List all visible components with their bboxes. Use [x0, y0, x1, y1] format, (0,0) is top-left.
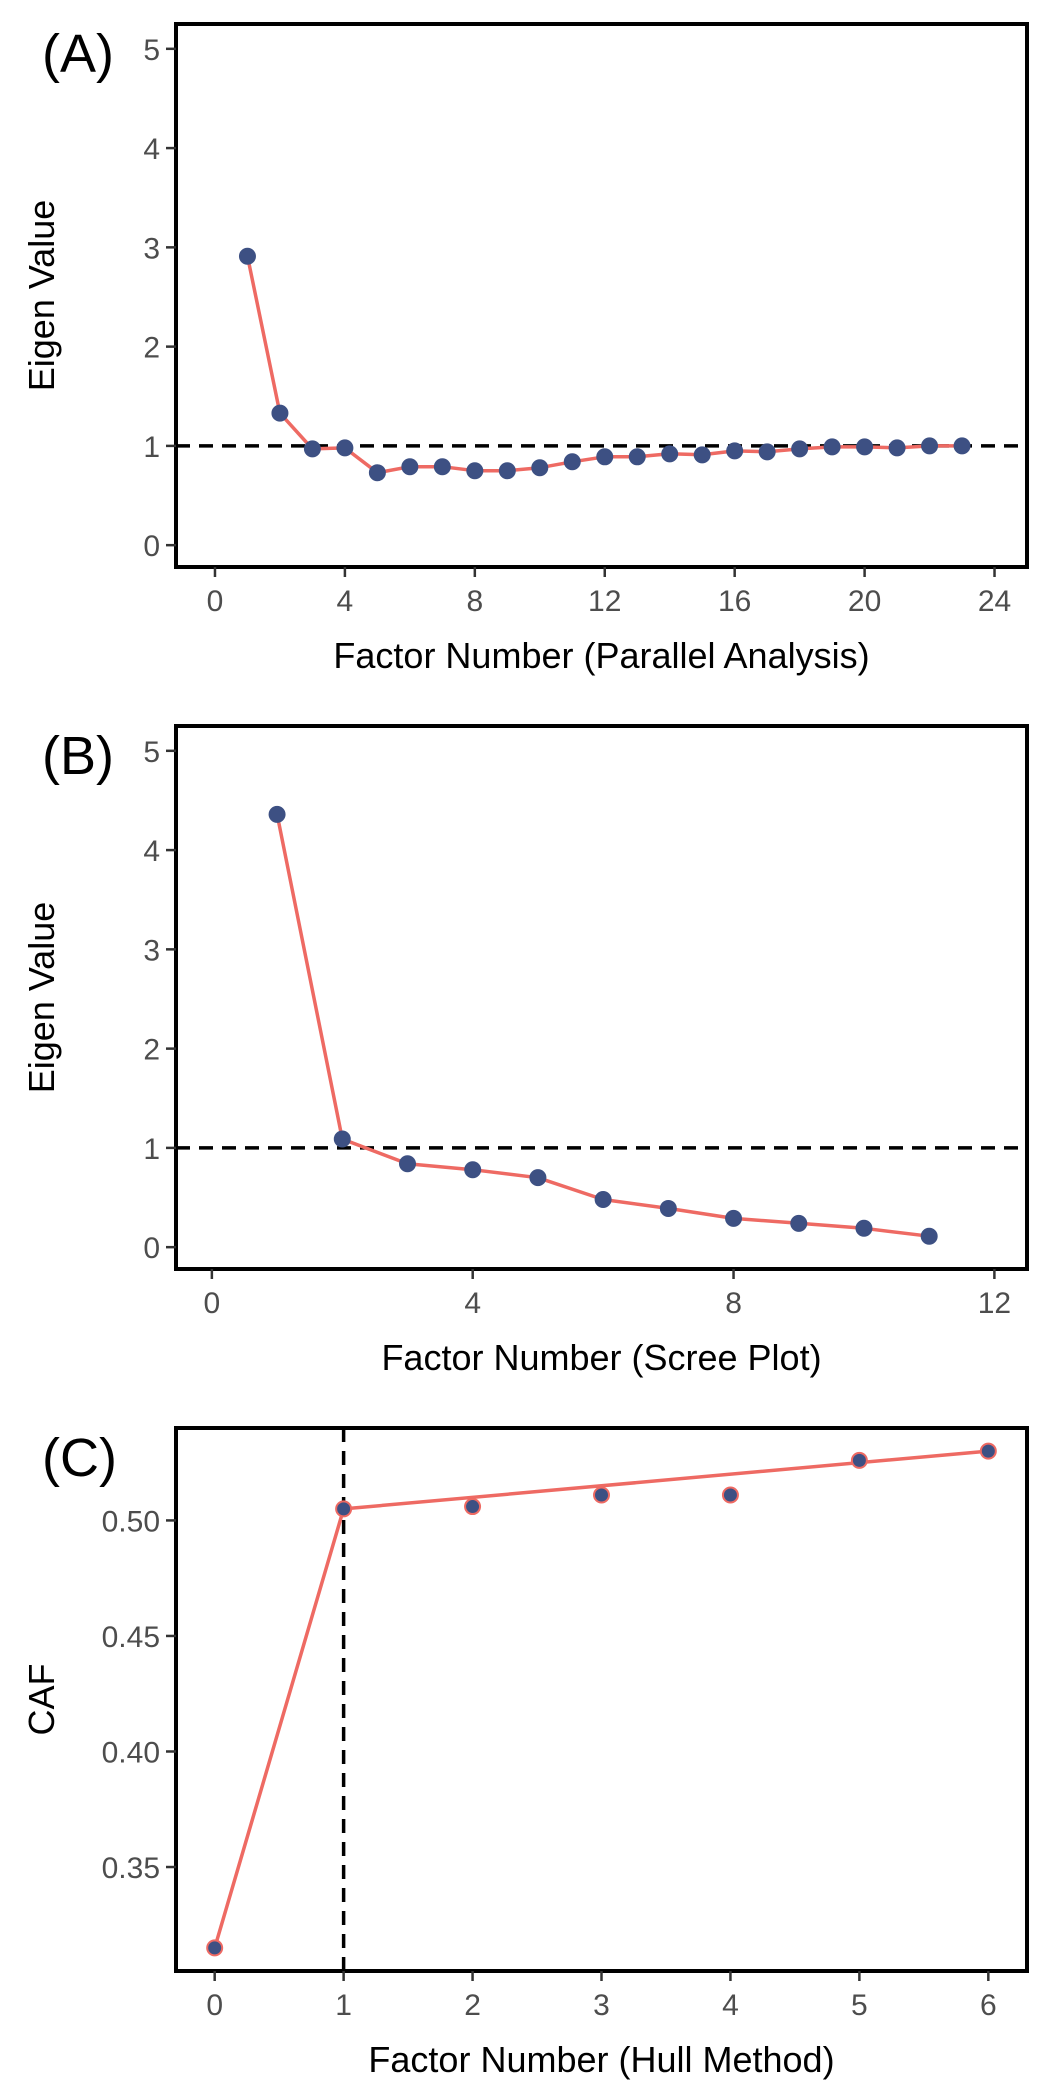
- panel-c: 0.35 0.40 0.45 0.50 0 1 2 3 4 5 6 Factor Number (Hu…: [21, 1426, 1029, 2080]
- y-axis-title: Eigen Value: [21, 200, 62, 391]
- data-point: [888, 439, 906, 457]
- data-point: [529, 1169, 547, 1187]
- x-tick-label: 3: [593, 1989, 610, 2022]
- data-point: [596, 448, 614, 466]
- panel-label: (B): [42, 726, 114, 786]
- data-point: [823, 438, 841, 456]
- y-tick-label: 4: [143, 133, 160, 166]
- data-point: [758, 443, 776, 461]
- data-point: [659, 1199, 677, 1217]
- data-point: [333, 1130, 351, 1148]
- data-point: [206, 1939, 224, 1957]
- panel-label: (A): [42, 24, 114, 84]
- data-point: [593, 1486, 610, 1504]
- x-tick-label: 2: [464, 1989, 481, 2022]
- data-point: [856, 438, 874, 456]
- data-point: [335, 1500, 353, 1518]
- data-point: [464, 1161, 482, 1179]
- data-point: [920, 1227, 938, 1245]
- data-point: [563, 453, 581, 471]
- y-tick-label: 4: [143, 835, 160, 868]
- y-tick-label: 0.35: [102, 1852, 160, 1885]
- plot-frame: [174, 724, 1029, 1271]
- data-point: [721, 1486, 739, 1504]
- data-point: [790, 1214, 808, 1232]
- data-point: [271, 404, 289, 422]
- data-point: [398, 1155, 416, 1173]
- x-tick-label: 8: [466, 585, 483, 618]
- data-point: [433, 458, 451, 476]
- data-point: [594, 1191, 612, 1209]
- data-point: [368, 464, 386, 482]
- y-tick-label: 0: [143, 530, 160, 563]
- data-point: [336, 439, 354, 457]
- x-axis-title: Factor Number (Scree Plot): [381, 1337, 821, 1378]
- y-tick-label: 2: [143, 1034, 160, 1067]
- y-tick-label: 3: [143, 934, 160, 967]
- series-line: [245, 255, 962, 475]
- x-axis-title: Factor Number (Parallel Analysis): [333, 635, 869, 676]
- data-point: [303, 440, 321, 458]
- data-point: [401, 458, 419, 476]
- y-tick-label: 1: [143, 431, 160, 464]
- data-point: [726, 442, 744, 460]
- data-point: [921, 437, 939, 455]
- data-point: [979, 1442, 997, 1460]
- y-tick-label: 0.45: [102, 1621, 160, 1654]
- panel-label: (C): [42, 1428, 117, 1488]
- y-tick-label: 0.50: [102, 1505, 160, 1538]
- data-point: [531, 459, 549, 477]
- x-tick-label: 4: [464, 1287, 481, 1320]
- x-tick-label: 0: [207, 585, 224, 618]
- y-tick-label: 3: [143, 232, 160, 265]
- data-point: [725, 1209, 743, 1227]
- data-point: [238, 247, 256, 265]
- data-point: [693, 446, 711, 464]
- x-tick-label: 6: [980, 1989, 997, 2022]
- data-point: [268, 805, 286, 823]
- x-tick-label: 12: [978, 1287, 1011, 1320]
- data-point: [791, 440, 809, 458]
- plot-frame: [174, 22, 1029, 569]
- x-tick-label: 0: [206, 1989, 223, 2022]
- data-point: [855, 1219, 873, 1237]
- y-tick-label: 5: [143, 736, 160, 769]
- x-tick-label: 4: [337, 585, 354, 618]
- plot-frame: [174, 1426, 1029, 1973]
- data-point: [850, 1451, 868, 1469]
- y-tick-label: 2: [143, 332, 160, 365]
- data-point: [464, 1498, 482, 1516]
- y-tick-label: 0: [143, 1232, 160, 1265]
- x-tick-label: 12: [588, 585, 621, 618]
- data-point: [661, 445, 679, 463]
- y-tick-label: 5: [143, 34, 160, 67]
- series-line: [213, 1449, 989, 1949]
- x-tick-label: 5: [851, 1989, 868, 2022]
- x-tick-label: 16: [718, 585, 751, 618]
- x-axis-title: Factor Number (Hull Method): [368, 2039, 834, 2080]
- x-tick-label: 0: [204, 1287, 221, 1320]
- x-tick-label: 4: [722, 1989, 739, 2022]
- data-point: [953, 437, 971, 455]
- x-tick-label: 1: [335, 1989, 352, 2022]
- data-point: [628, 448, 646, 466]
- data-point: [466, 462, 484, 480]
- y-tick-label: 0.40: [102, 1736, 160, 1769]
- y-tick-label: 1: [143, 1133, 160, 1166]
- y-axis-title: CAF: [21, 1664, 62, 1736]
- x-tick-label: 8: [725, 1287, 742, 1320]
- y-axis-title: Eigen Value: [21, 902, 62, 1093]
- x-tick-label: 20: [848, 585, 881, 618]
- series-line: [275, 813, 930, 1238]
- data-point: [498, 462, 516, 480]
- x-tick-label: 24: [978, 585, 1011, 618]
